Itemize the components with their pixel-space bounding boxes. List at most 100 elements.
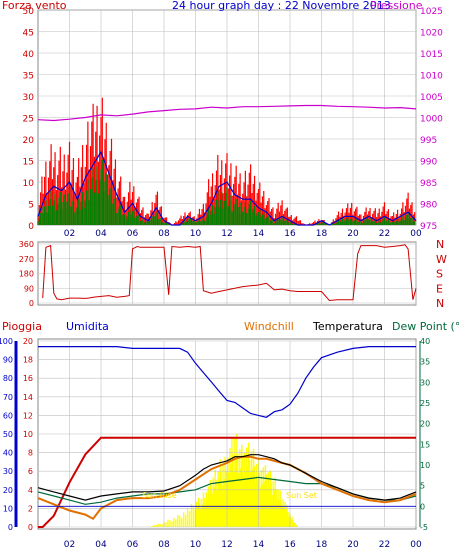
rain-tick-label: 8 bbox=[28, 449, 33, 458]
windchill-line bbox=[37, 455, 417, 520]
humidity-tick-label: 50 bbox=[3, 430, 13, 439]
legend-windchill: Windchill bbox=[244, 320, 294, 333]
wind-tick-label: 5 bbox=[28, 201, 34, 211]
pressure-tick-label: 1015 bbox=[420, 50, 443, 60]
wind-x-tick-label: 04 bbox=[95, 229, 107, 239]
temp-x-tick-label: 00 bbox=[410, 540, 422, 550]
wind-x-tick-label: 18 bbox=[316, 229, 328, 239]
rain-tick-label: 6 bbox=[28, 467, 33, 476]
direction-line bbox=[42, 244, 417, 302]
wind-tick-label: 15 bbox=[23, 158, 34, 168]
legend-rain: Pioggia bbox=[2, 320, 42, 333]
temp-x-tick-label: 22 bbox=[379, 540, 390, 550]
humidity-tick-label: 90 bbox=[3, 356, 13, 365]
pressure-tick-label: 995 bbox=[420, 136, 437, 146]
temp-right-tick-label: 35 bbox=[420, 358, 430, 367]
temp-series bbox=[37, 346, 417, 528]
temp-x-tick-label: 04 bbox=[95, 540, 107, 550]
temp-x-tick-label: 20 bbox=[347, 540, 359, 550]
wind-axis-title: Forza vento bbox=[2, 0, 67, 12]
direction-tick-label: 0 bbox=[29, 299, 34, 308]
pressure-tick-label: 990 bbox=[420, 158, 437, 168]
wind-tick-label: 45 bbox=[23, 29, 34, 39]
pressure-tick-label: 1025 bbox=[420, 7, 443, 17]
legend-temperature: Temperatura bbox=[312, 320, 383, 333]
humidity-tick-label: 40 bbox=[3, 449, 13, 458]
wind-tick-label: 50 bbox=[23, 7, 35, 17]
direction-tick-label: 270 bbox=[19, 255, 34, 264]
pressure-tick-label: 975 bbox=[420, 222, 437, 232]
humidity-tick-label: 30 bbox=[3, 467, 13, 476]
temp-right-tick-label: -5 bbox=[420, 523, 428, 532]
wind-tick-label: 20 bbox=[23, 136, 35, 146]
wind-tick-label: 40 bbox=[23, 50, 35, 60]
wind-x-tick-label: 16 bbox=[284, 229, 296, 239]
direction-series bbox=[42, 244, 417, 302]
wind-x-tick-label: 14 bbox=[253, 229, 265, 239]
rain-tick-label: 14 bbox=[23, 393, 33, 402]
pressure-axis-title: Pressione bbox=[370, 0, 423, 12]
wind-tick-label: 25 bbox=[23, 115, 34, 125]
temp-right-tick-label: 0 bbox=[420, 502, 425, 511]
pressure-tick-label: 980 bbox=[420, 201, 437, 211]
rain-tick-label: 12 bbox=[23, 411, 33, 420]
sunset-label: Sun Set bbox=[286, 491, 317, 500]
wind-x-tick-label: 00 bbox=[410, 229, 422, 239]
humidity-tick-label: 60 bbox=[3, 411, 13, 420]
humidity-line bbox=[38, 346, 416, 418]
humidity-tick-label: 100 bbox=[0, 337, 13, 346]
wind-x-tick-label: 02 bbox=[64, 229, 75, 239]
direction-tick-label: 360 bbox=[19, 240, 34, 249]
temp-right-tick-label: 15 bbox=[420, 440, 430, 449]
rain-tick-label: 4 bbox=[28, 486, 33, 495]
wind-tick-label: 0 bbox=[28, 222, 34, 232]
temp-right-tick-label: 30 bbox=[420, 378, 430, 387]
temp-right-tick-label: 5 bbox=[420, 482, 425, 491]
direction-tick-label: 180 bbox=[19, 270, 34, 279]
wind-tick-label: 30 bbox=[23, 93, 35, 103]
temp-x-tick-label: 10 bbox=[190, 540, 202, 550]
compass-label: N bbox=[436, 238, 444, 251]
wind-tick-label: 10 bbox=[23, 179, 35, 189]
pressure-tick-label: 1010 bbox=[420, 72, 443, 82]
pressure-tick-label: 1005 bbox=[420, 93, 443, 103]
wind-x-tick-label: 20 bbox=[347, 229, 359, 239]
wind-x-tick-label: 06 bbox=[127, 229, 139, 239]
temp-right-tick-label: 40 bbox=[420, 337, 430, 346]
wind-tick-labels: 0510152025303540455097598098599099510001… bbox=[23, 7, 444, 239]
rain-tick-label: 2 bbox=[28, 504, 33, 513]
temp-x-tick-label: 06 bbox=[127, 540, 139, 550]
temp-x-tick-label: 02 bbox=[64, 540, 75, 550]
humidity-tick-label: 70 bbox=[3, 393, 13, 402]
wind-x-tick-label: 08 bbox=[158, 229, 170, 239]
rain-line bbox=[38, 436, 416, 528]
compass-label: E bbox=[436, 282, 443, 295]
wind-x-tick-label: 12 bbox=[221, 229, 232, 239]
temperature-line bbox=[37, 454, 417, 501]
humidity-tick-label: 10 bbox=[3, 504, 13, 513]
temp-x-tick-label: 16 bbox=[284, 540, 296, 550]
humidity-tick-label: 80 bbox=[3, 374, 13, 383]
legend-humidity: Umidita bbox=[66, 320, 109, 333]
rain-tick-label: 0 bbox=[28, 523, 33, 532]
pressure-line bbox=[37, 104, 417, 122]
direction-grid bbox=[38, 242, 417, 305]
sunrise-label: Sun Rise bbox=[142, 491, 177, 500]
wind-x-tick-label: 22 bbox=[379, 229, 390, 239]
temp-right-tick-label: 25 bbox=[420, 399, 430, 408]
wind-x-tick-label: 10 bbox=[190, 229, 202, 239]
rain-tick-label: 20 bbox=[23, 337, 33, 346]
pressure-tick-label: 1000 bbox=[420, 115, 443, 125]
compass-label: N bbox=[436, 297, 444, 310]
compass-label: S bbox=[436, 268, 443, 281]
humidity-tick-label: 20 bbox=[3, 486, 13, 495]
wind-pressure-panel: 0510152025303540455097598098599099510001… bbox=[2, 0, 443, 239]
temp-x-tick-label: 14 bbox=[253, 540, 265, 550]
wind-tick-label: 35 bbox=[23, 72, 34, 82]
temp-right-tick-label: 10 bbox=[420, 461, 430, 470]
wind-avg-line bbox=[37, 150, 417, 226]
